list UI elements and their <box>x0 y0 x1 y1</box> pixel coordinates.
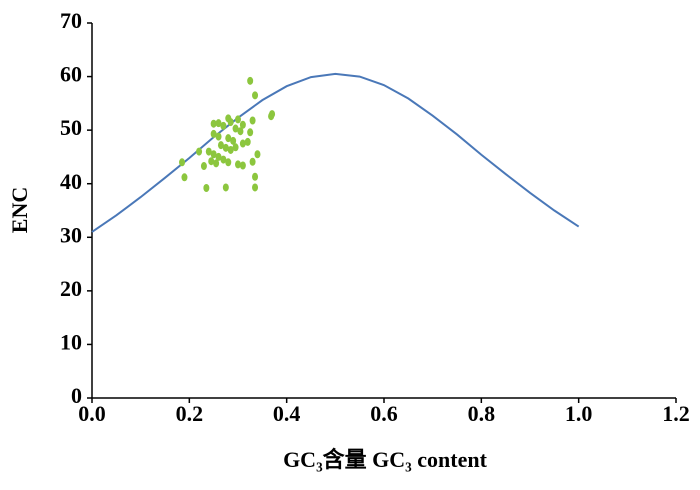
point <box>254 150 261 159</box>
point <box>252 91 259 100</box>
point <box>232 124 239 133</box>
y-tick-label: 50 <box>60 115 82 140</box>
point <box>249 116 256 125</box>
point <box>220 121 227 130</box>
x-tick-label: 0.4 <box>273 401 301 426</box>
point <box>252 172 259 181</box>
point <box>247 76 254 85</box>
point <box>227 145 234 154</box>
point <box>232 143 239 152</box>
point <box>196 147 203 156</box>
point <box>237 127 244 136</box>
point <box>179 158 186 167</box>
point <box>200 162 207 171</box>
x-tick-label: 0.0 <box>78 401 106 426</box>
x-tick-label: 1.0 <box>565 401 593 426</box>
y-tick-label: 10 <box>60 329 82 354</box>
point <box>249 157 256 166</box>
point <box>268 112 275 121</box>
point <box>213 159 220 168</box>
y-tick-label: 20 <box>60 276 82 301</box>
point <box>244 137 251 146</box>
point <box>230 136 237 145</box>
point <box>222 143 229 152</box>
point <box>225 158 232 167</box>
point <box>210 119 217 128</box>
y-tick-label: 0 <box>71 383 82 408</box>
point <box>210 150 217 159</box>
point <box>208 157 215 166</box>
y-tick-label: 70 <box>60 8 82 33</box>
point <box>215 119 222 128</box>
point <box>239 161 246 170</box>
point <box>210 129 217 138</box>
point <box>181 173 188 182</box>
curve <box>91 72 580 233</box>
point <box>225 134 232 143</box>
x-tick-label: 0.6 <box>370 401 398 426</box>
point <box>215 132 222 141</box>
point <box>247 128 254 137</box>
x-axis-label: GC₃含量 GC₃ content <box>283 447 488 472</box>
point <box>239 120 246 129</box>
y-tick-label: 40 <box>60 169 82 194</box>
x-tick-label: 1.2 <box>662 401 690 426</box>
point <box>215 152 222 161</box>
point <box>239 139 246 148</box>
y-tick-label: 60 <box>60 62 82 87</box>
point <box>235 115 241 124</box>
point <box>217 141 224 150</box>
x-tick-label: 0.8 <box>468 401 496 426</box>
x-tick-label: 0.2 <box>176 401 204 426</box>
point <box>203 184 210 192</box>
point <box>222 183 229 192</box>
y-axis-label: ENC <box>7 187 32 233</box>
point <box>252 183 259 192</box>
point <box>235 160 241 169</box>
point <box>227 118 234 127</box>
y-tick-label: 30 <box>60 222 82 247</box>
point <box>220 155 227 164</box>
point <box>205 147 212 156</box>
